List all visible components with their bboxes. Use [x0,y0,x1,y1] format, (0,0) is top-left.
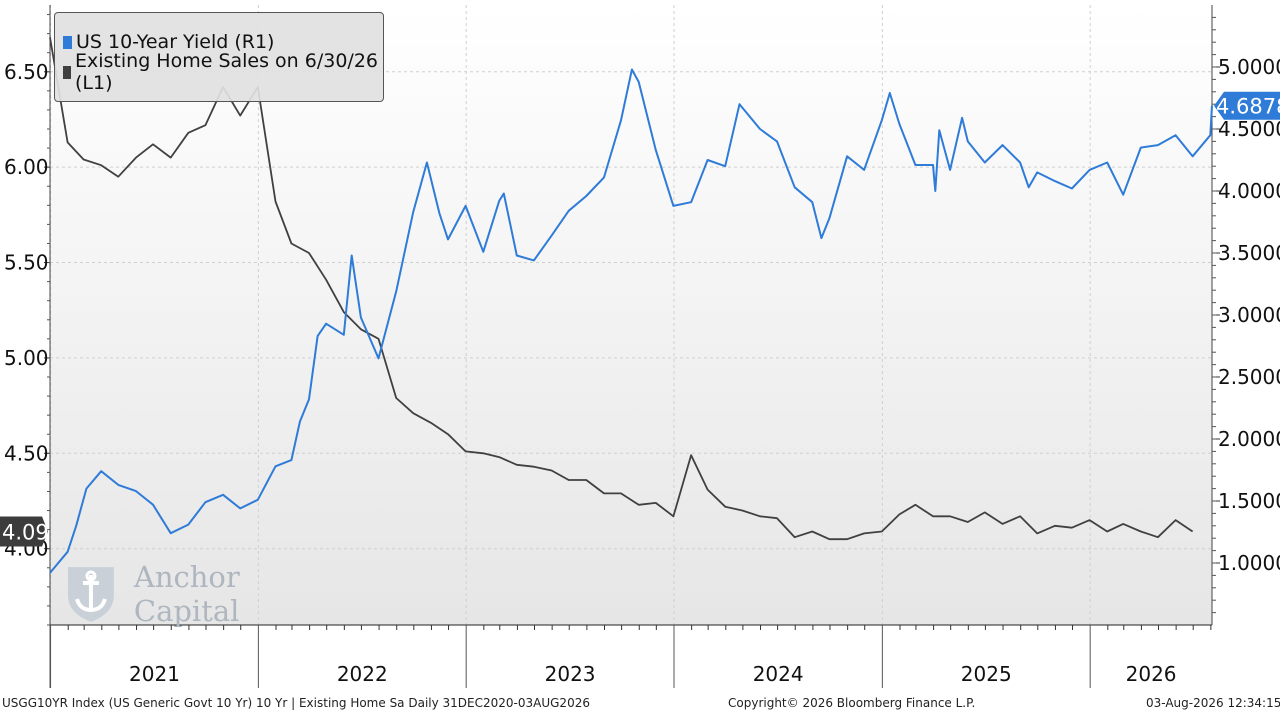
y-right-tick-label: 5.0000 [1218,55,1280,79]
y-left-tick-label: 6.00 [4,155,49,179]
y-right-tick-label: 3.0000 [1218,303,1280,327]
legend-item-sales: Existing Home Sales on 6/30/26 (L1) [63,50,383,94]
watermark-text: Anchor Capital [133,560,240,628]
footer-copyright: Copyright© 2026 Bloomberg Finance L.P. [728,696,976,710]
y-right-tick-label: 4.5000 [1218,117,1280,141]
footer: USGG10YR Index (US Generic Govt 10 Yr) 1… [0,692,1280,720]
legend-label-sales: Existing Home Sales on 6/30/26 (L1) [75,50,379,94]
x-tick-label: 2025 [961,662,1012,686]
legend-swatch-sales [63,65,71,79]
series [49,37,1213,574]
last-value-badge-yield [1214,91,1280,120]
grid [50,5,1212,625]
y-right-tick-label: 3.5000 [1218,241,1280,265]
y-left-tick-label: 4.50 [4,441,49,465]
y-left-tick-label: 5.00 [4,346,49,370]
y-right-tick-label: 4.0000 [1218,179,1280,203]
x-tick-label: 2023 [545,662,596,686]
y-left-tick-label: 6.50 [4,60,49,84]
x-tick-label: 2021 [129,662,180,686]
chart-legend: US 10-Year Yield (R1) Existing Home Sale… [54,12,384,102]
series-line-us-10y-yield [49,68,1213,574]
watermark: Anchor Capital [64,560,354,628]
y-right-tick-label: 1.5000 [1218,489,1280,513]
y-right-tick-label: 2.0000 [1218,427,1280,451]
last-value-label-yield: 4.6878 [1216,95,1280,119]
y-right-tick-label: 2.5000 [1218,365,1280,389]
labels: 2021 2022 2023 2024 2025 2026 6.50 6.00 5.50 5.00… [0,55,1280,686]
x-tick-label: 2026 [1126,662,1177,686]
x-tick-label: 2024 [753,662,804,686]
y-right-tick-label: 1.0000 [1218,551,1280,575]
legend-label-yield: US 10-Year Yield (R1) [76,31,275,53]
legend-swatch-yield [63,35,72,49]
anchor-logo-icon [67,567,114,622]
footer-source: USGG10YR Index (US Generic Govt 10 Yr) 1… [2,696,590,710]
last-value-badge-sales [0,516,48,547]
legend-item-yield: US 10-Year Yield (R1) [63,27,383,57]
series-line-existing-home-sales [49,37,1194,541]
y-left-tick-label: 5.50 [4,251,49,275]
last-value-label-sales: 4.09 [2,521,49,545]
footer-timestamp: 03-Aug-2026 12:34:15 [1146,696,1280,710]
x-tick-label: 2022 [337,662,388,686]
